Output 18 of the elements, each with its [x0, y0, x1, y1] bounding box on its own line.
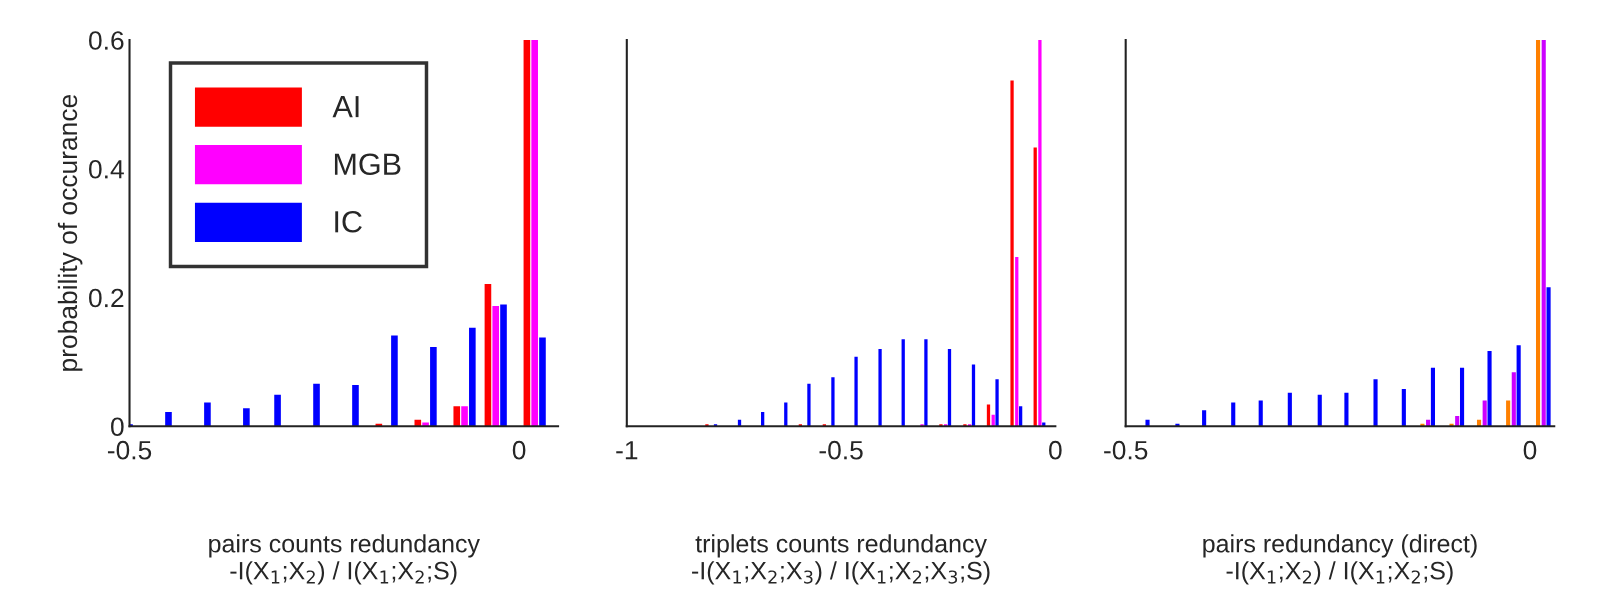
x-tick-label: -1	[616, 441, 638, 460]
y-tick-label: 0.6	[89, 31, 124, 50]
legend-label: IC	[335, 210, 362, 233]
y-tick-label: 0	[111, 417, 124, 437]
legend-label: MGB	[334, 153, 401, 176]
x-tick-label: -0.5	[819, 440, 863, 460]
y-tick-label: 0.4	[89, 159, 124, 179]
text: triplets counts redundancy -I(X$_{1}$;X$_{2}$;X$_{3}$) / I(X$_{1}$;X$_{2}$;X$_{3}$;S)	[692, 534, 990, 585]
legend-label: AI	[332, 96, 359, 118]
x-tick-label: -0.5	[107, 440, 152, 460]
text: pairs redundancy (direct) -I(X$_{1}$;X$_{2}$) / I(X$_{1}$;X$_{2}$;S)	[1203, 534, 1477, 585]
x-tick-label: 0	[512, 440, 526, 460]
y-axis-title: probability of occurance	[57, 94, 83, 371]
y-tick-label: 0.2	[89, 288, 124, 308]
x-tick-label: 0	[1049, 440, 1062, 460]
text: pairs counts redundancy -I(X$_{1}$;X$_{2}$) / I(X$_{1}$;X$_{2}$;S)	[209, 534, 480, 585]
x-tick-label: -0.5	[1104, 440, 1148, 460]
x-tick-label: 0	[1523, 440, 1537, 460]
